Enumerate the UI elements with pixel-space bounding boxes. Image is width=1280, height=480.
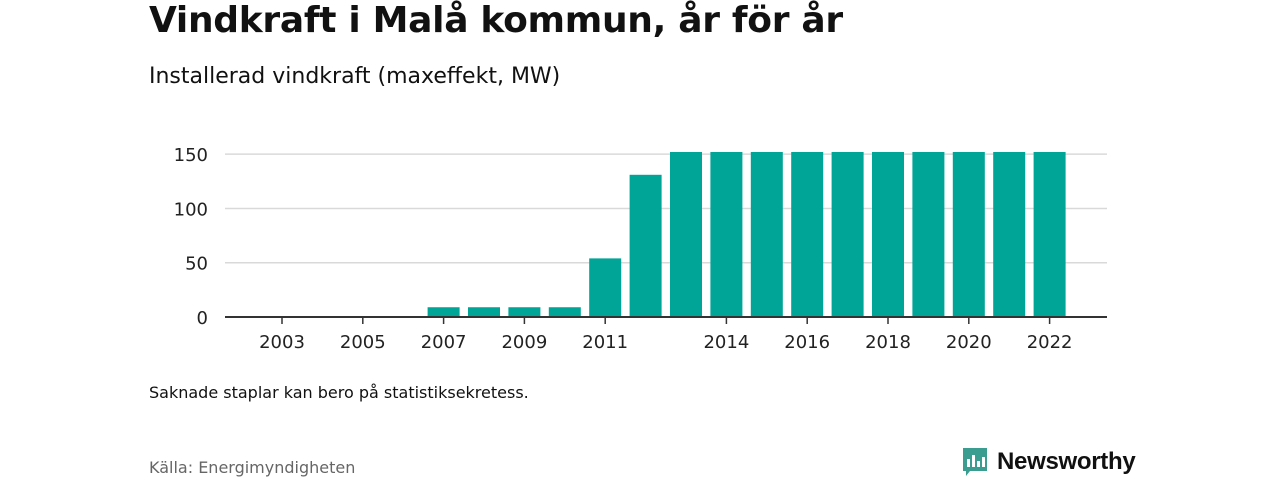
bar: [629, 174, 662, 317]
bar: [427, 307, 460, 317]
bar: [993, 152, 1026, 317]
bar: [872, 152, 904, 317]
bar: [589, 258, 622, 317]
x-tick-label: 2005: [340, 332, 386, 353]
x-tick-label: 2018: [865, 332, 911, 353]
y-tick-label: 0: [197, 308, 208, 329]
footnote: Saknade staplar kan bero på statistiksek…: [149, 383, 529, 402]
source-text: Källa: Energimyndigheten: [149, 458, 356, 477]
bar: [468, 307, 500, 317]
x-tick-label: 2016: [784, 332, 830, 353]
bar: [831, 152, 864, 317]
chart-title: Vindkraft i Malå kommun, år för år: [149, 0, 843, 41]
bar: [912, 152, 945, 317]
brand-name: Newsworthy: [997, 448, 1136, 475]
x-tick-label: 2014: [703, 332, 749, 353]
x-tick-label: 2009: [501, 332, 547, 353]
x-tick-label: 2020: [946, 332, 992, 353]
bar: [710, 152, 743, 317]
chart-subtitle: Installerad vindkraft (maxeffekt, MW): [149, 64, 561, 89]
bar: [1033, 152, 1066, 317]
bar: [548, 307, 581, 317]
x-tick-label: 2022: [1027, 332, 1073, 353]
newsworthy-logo-icon: [963, 448, 987, 476]
x-tick-label: 2011: [582, 332, 628, 353]
bar: [750, 152, 783, 317]
x-tick-label: 2007: [421, 332, 467, 353]
y-tick-label: 150: [174, 145, 208, 166]
bar: [952, 152, 985, 317]
x-tick-label: 2003: [259, 332, 305, 353]
bar: [670, 152, 702, 317]
y-tick-label: 100: [174, 199, 208, 220]
brand-logo: Newsworthy: [961, 446, 1136, 478]
bar: [791, 152, 824, 317]
bar: [508, 307, 541, 317]
y-tick-label: 50: [185, 254, 208, 275]
